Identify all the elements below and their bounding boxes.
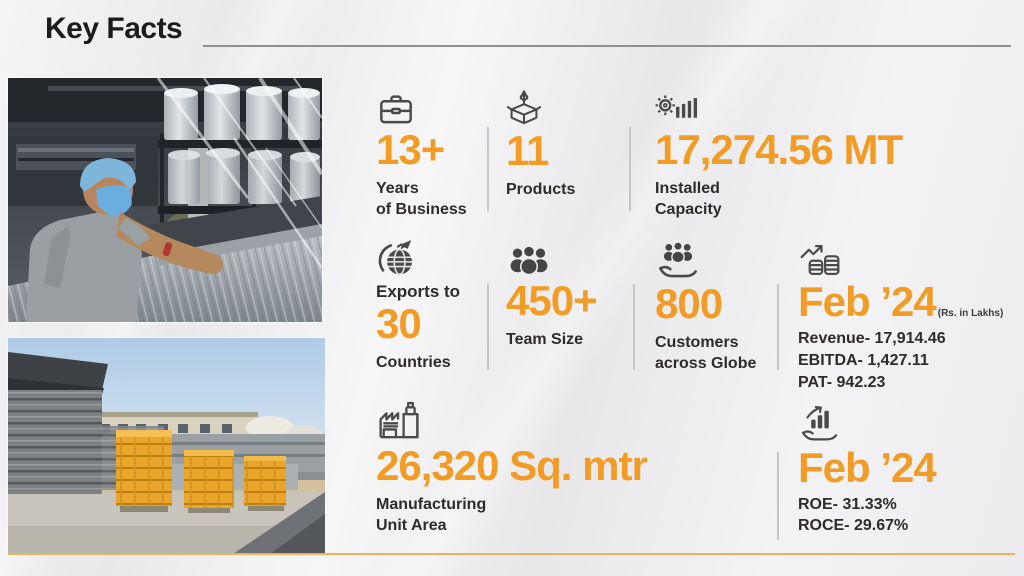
stat-value: 17,274.56 MT [655, 126, 903, 173]
stat-label: Unit Area [376, 516, 447, 534]
storage-yard-photo [8, 338, 325, 554]
stat-label: Team Size [506, 330, 584, 348]
stat-value: 26,320 Sq. mtr [376, 442, 648, 489]
stat-label: Products [506, 180, 576, 198]
stat-label: Customers [655, 333, 739, 351]
stat-customers: 800 Customers across Globe [655, 240, 756, 374]
hand-growth-chart-icon [802, 406, 838, 441]
stat-installed-capacity: 17,274.56 MT Installed Capacity [655, 92, 903, 220]
globe-plane-icon [378, 240, 412, 276]
divider [633, 284, 635, 370]
stat-team-size: 450+ Team Size [506, 243, 598, 350]
stat-exports: Exports to 30 Countries [376, 237, 460, 373]
stat-value: Feb ’24 [798, 444, 937, 491]
divider [629, 127, 631, 211]
stat-value: Feb ’24 [798, 278, 937, 325]
product-box-icon [506, 90, 542, 125]
stat-label: Revenue- 17,914.46 [798, 329, 946, 347]
stat-label: Years [376, 179, 419, 197]
stat-value: 450+ [506, 277, 598, 324]
stat-manufacturing-area: 26,320 Sq. mtr Manufacturing Unit Area [376, 400, 648, 536]
unit-note: (Rs. in Lakhs) [937, 307, 1004, 319]
stat-label: Countries [376, 353, 451, 371]
stat-value: 11 [506, 127, 549, 174]
factory-worker-photo [8, 78, 322, 322]
stat-label: Installed [655, 179, 720, 197]
stat-label: Capacity [655, 200, 722, 218]
divider [487, 284, 489, 370]
page-title: Key Facts [45, 12, 183, 45]
title-underline [203, 45, 1011, 47]
stat-label: Manufacturing [376, 495, 487, 513]
stat-label: of Business [376, 200, 467, 218]
stat-prefix: Exports to [376, 282, 461, 301]
bottom-accent-line [8, 553, 1015, 555]
divider [487, 127, 489, 211]
stat-label: ROE- 31.33% [798, 495, 897, 513]
stat-value: 13+ [376, 126, 445, 173]
stat-products: 11 Products [506, 89, 575, 200]
coins-growth-icon [800, 244, 840, 276]
stat-label: ROCE- 29.67% [798, 516, 909, 534]
stat-value: 800 [655, 280, 723, 327]
gear-chart-icon [655, 95, 698, 118]
divider [777, 452, 779, 540]
stat-label: EBITDA- 1,427.11 [798, 351, 929, 369]
stat-years-of-business: 13+ Years of Business [376, 92, 467, 220]
stat-financials: Feb ’24 (Rs. in Lakhs) Revenue- 17,914.4… [798, 242, 1003, 394]
stat-label: across Globe [655, 354, 757, 372]
customers-hand-icon [659, 241, 697, 278]
stat-returns: Feb ’24 ROE- 31.33% ROCE- 29.67% [798, 404, 937, 536]
divider [777, 284, 779, 370]
team-icon [510, 245, 548, 276]
factory-icon [379, 401, 419, 439]
briefcase-icon [380, 95, 412, 124]
stat-value: 30 [376, 300, 422, 347]
stat-label: PAT- 942.23 [798, 373, 886, 391]
